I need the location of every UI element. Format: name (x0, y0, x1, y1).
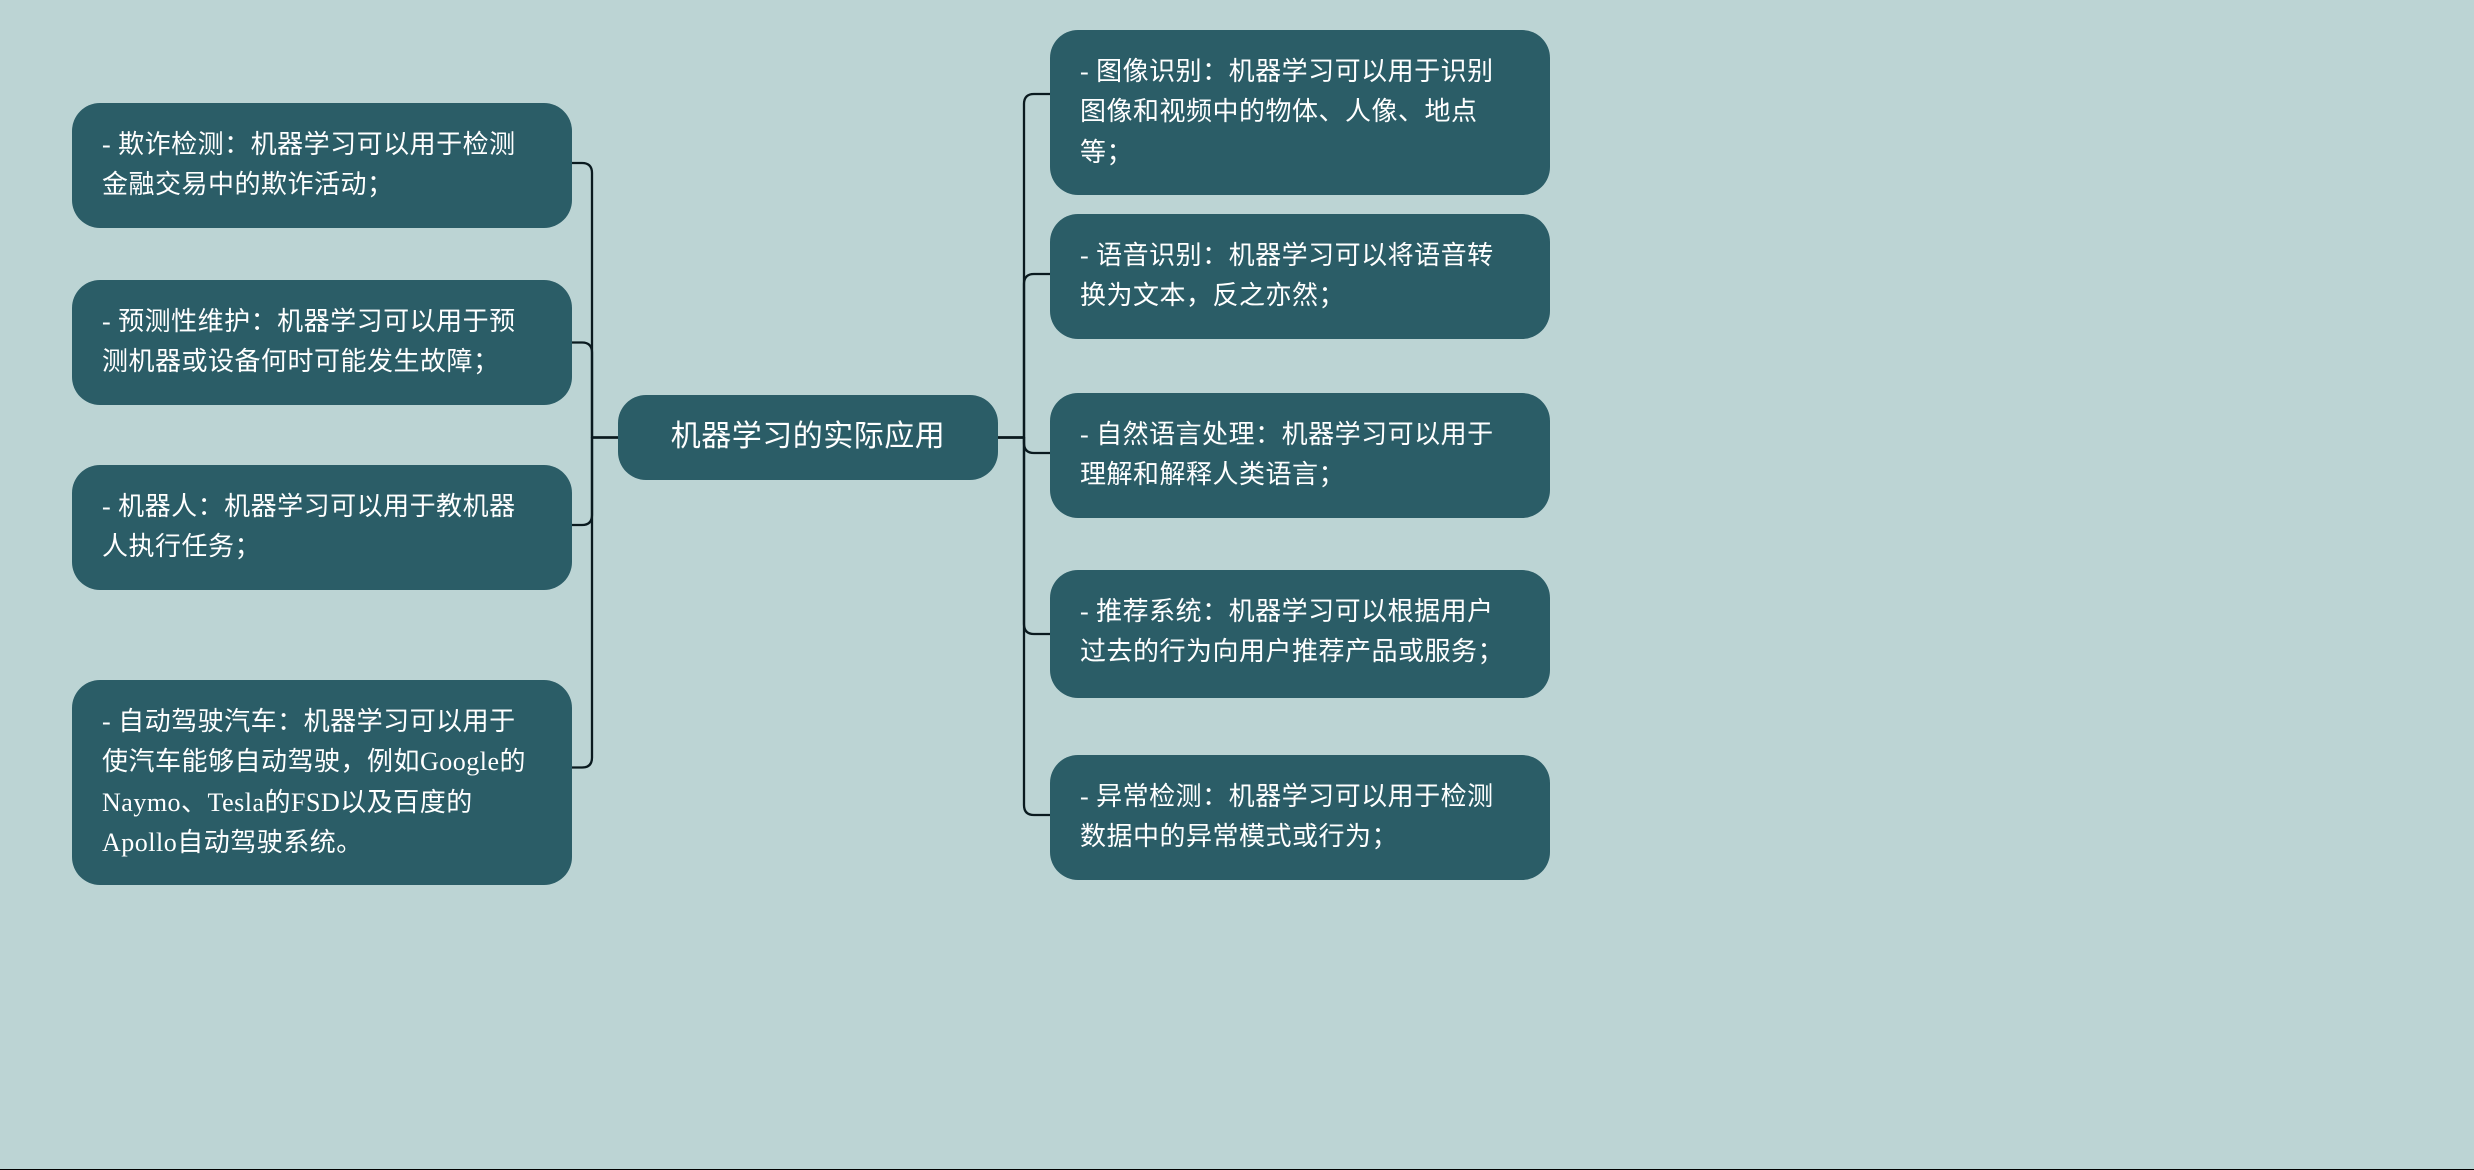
node-label: - 自然语言处理：机器学习可以用于理解和解释人类语言； (1080, 420, 1494, 489)
connector (998, 438, 1050, 454)
node-label: - 机器人：机器学习可以用于教机器人执行任务； (102, 492, 516, 561)
left-node-l3: - 机器人：机器学习可以用于教机器人执行任务； (72, 465, 572, 590)
right-node-r5: - 异常检测：机器学习可以用于检测数据中的异常模式或行为； (1050, 755, 1550, 880)
connector (572, 163, 618, 438)
connector (998, 274, 1050, 438)
node-label: - 推荐系统：机器学习可以根据用户过去的行为向用户推荐产品或服务； (1080, 597, 1504, 666)
mindmap-canvas: 机器学习的实际应用 - 欺诈检测：机器学习可以用于检测金融交易中的欺诈活动； - … (0, 0, 2474, 1169)
root-label: 机器学习的实际应用 (671, 414, 946, 461)
connector (998, 438, 1050, 635)
connector (572, 343, 618, 438)
node-label: - 异常检测：机器学习可以用于检测数据中的异常模式或行为； (1080, 782, 1494, 851)
connector (998, 438, 1050, 816)
node-label: - 欺诈检测：机器学习可以用于检测金融交易中的欺诈活动； (102, 130, 516, 199)
right-node-r1: - 图像识别：机器学习可以用于识别图像和视频中的物体、人像、地点等； (1050, 30, 1550, 195)
left-node-l1: - 欺诈检测：机器学习可以用于检测金融交易中的欺诈活动； (72, 103, 572, 228)
right-node-r2: - 语音识别：机器学习可以将语音转换为文本，反之亦然； (1050, 214, 1550, 339)
left-node-l2: - 预测性维护：机器学习可以用于预测机器或设备何时可能发生故障； (72, 280, 572, 405)
connector (572, 438, 618, 768)
node-label: - 预测性维护：机器学习可以用于预测机器或设备何时可能发生故障； (102, 307, 516, 376)
connector (572, 438, 618, 526)
node-label: - 语音识别：机器学习可以将语音转换为文本，反之亦然； (1080, 241, 1494, 310)
left-node-l4: - 自动驾驶汽车：机器学习可以用于使汽车能够自动驾驶，例如Google的Naym… (72, 680, 572, 885)
right-node-r3: - 自然语言处理：机器学习可以用于理解和解释人类语言； (1050, 393, 1550, 518)
node-label: - 自动驾驶汽车：机器学习可以用于使汽车能够自动驾驶，例如Google的Naym… (102, 707, 526, 857)
right-node-r4: - 推荐系统：机器学习可以根据用户过去的行为向用户推荐产品或服务； (1050, 570, 1550, 698)
root-node: 机器学习的实际应用 (618, 395, 998, 480)
connector (998, 94, 1050, 438)
node-label: - 图像识别：机器学习可以用于识别图像和视频中的物体、人像、地点等； (1080, 57, 1494, 167)
